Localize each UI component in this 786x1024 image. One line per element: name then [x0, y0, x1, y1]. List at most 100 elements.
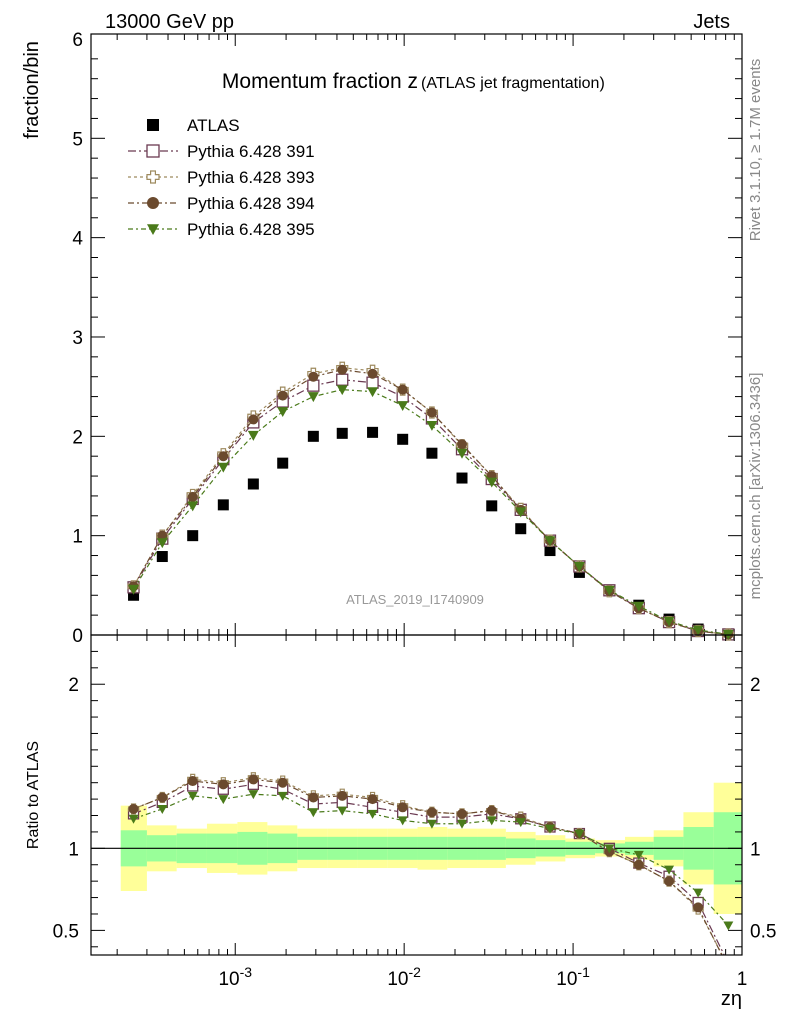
- data-point: [307, 430, 319, 442]
- ratio-point: [128, 803, 139, 814]
- data-point: [277, 457, 289, 469]
- data-point: [426, 420, 438, 431]
- legend-label: Pythia 6.428 391: [187, 142, 315, 161]
- data-point: [156, 538, 168, 549]
- data-point: [128, 589, 140, 601]
- x-tick-label: 1: [737, 969, 748, 990]
- legend-marker: [147, 119, 159, 131]
- data-point: [157, 530, 168, 541]
- data-point: [218, 451, 229, 462]
- y-tick-label: 3: [72, 328, 83, 349]
- ratio-line: [133, 777, 723, 955]
- ratio-point: [544, 824, 555, 834]
- data-point: [187, 491, 198, 502]
- ratio-point: [457, 808, 468, 819]
- series-pythia-6-428-395: [128, 385, 734, 640]
- chart-title: Momentum fraction z: [222, 70, 418, 93]
- ratio-frame: [90, 634, 743, 956]
- ratio-point: [486, 816, 497, 826]
- ratio-point: [187, 791, 198, 801]
- ratio-point: [486, 805, 497, 816]
- data-point: [308, 371, 319, 382]
- mcplots-label: mcplots.cern.ch [arXiv:1306.3436]: [747, 373, 764, 600]
- data-point: [247, 478, 259, 490]
- data-point: [456, 472, 468, 484]
- data-point: [247, 430, 259, 441]
- data-point: [486, 477, 498, 488]
- data-point: [515, 523, 527, 535]
- ratio-point: [337, 790, 348, 801]
- y-tick-label: 2: [72, 427, 83, 448]
- ratio-point: [723, 921, 734, 931]
- ratio-point: [337, 806, 348, 816]
- data-point: [663, 616, 675, 627]
- ratio-series-pythia-6-428-394: [128, 774, 723, 955]
- ratio-point: [157, 792, 168, 803]
- legend: ATLAS Pythia 6.428 391 Pythia 6.428 393 Pyt…: [128, 116, 315, 239]
- ratio-point: [277, 791, 288, 801]
- ratio-point: [367, 794, 378, 805]
- data-point: [367, 426, 379, 438]
- y-tick-label: 4: [72, 229, 83, 250]
- data-point: [544, 545, 556, 557]
- data-point: [544, 536, 556, 547]
- data-point: [426, 447, 438, 459]
- data-point: [156, 551, 168, 563]
- legend-marker: [147, 224, 159, 235]
- data-point: [187, 530, 199, 542]
- data-point: [603, 585, 615, 596]
- data-point: [336, 427, 348, 439]
- data-point: [337, 364, 348, 375]
- ratio-y-axis-label: Ratio to ATLAS: [25, 741, 42, 849]
- data-point: [457, 439, 468, 450]
- legend-marker: [147, 197, 159, 209]
- legend-label: Pythia 6.428 394: [187, 194, 315, 213]
- y-tick-label: 1: [68, 839, 79, 860]
- y-tick-label: 5: [72, 129, 83, 150]
- ratio-point: [633, 850, 644, 860]
- ratio-point: [308, 792, 319, 803]
- main-y-axis-label: fraction/bin: [21, 41, 43, 139]
- ratio-point: [604, 844, 615, 854]
- ratio-point: [308, 808, 319, 818]
- ratio-point: [397, 802, 408, 813]
- data-point: [336, 373, 349, 386]
- ratio-point: [157, 804, 168, 814]
- rivet-label: Rivet 3.1.10, ≥ 1.7M events: [747, 59, 764, 242]
- data-point: [486, 500, 498, 512]
- data-point: [515, 507, 527, 518]
- ratio-point: [633, 859, 644, 870]
- analysis-tag: ATLAS_2019_I1740909: [346, 592, 484, 607]
- data-point: [397, 433, 409, 445]
- y-tick-label: 0.5: [53, 921, 79, 942]
- y-tick-label: 6: [72, 30, 83, 51]
- x-tick-label: 10-1: [556, 964, 590, 990]
- data-point: [573, 562, 585, 572]
- main-panel: 0 1 2 3 4 5 6: [72, 30, 743, 647]
- data-point: [336, 385, 348, 396]
- chart-title-suffix: (ATLAS jet fragmentation): [421, 75, 605, 92]
- ratio-point: [397, 816, 408, 826]
- y-tick-label: 1: [72, 527, 83, 548]
- ratio-panel: 0.5 0.5 1 1 2 2 10-3 10-2 10-1 1: [53, 634, 776, 990]
- y-tick-label-right: 2: [750, 675, 761, 696]
- ratio-point: [248, 774, 259, 785]
- legend-label: Pythia 6.428 395: [187, 220, 315, 239]
- y-tick-label-right: 1: [750, 839, 761, 860]
- ratio-point: [248, 790, 259, 800]
- ratio-point: [218, 795, 229, 805]
- y-tick-label-right: 0.5: [750, 921, 776, 942]
- ratio-point: [574, 829, 585, 839]
- legend-marker: [146, 144, 160, 158]
- x-tick-label: 10-3: [218, 964, 252, 990]
- data-point: [277, 407, 289, 417]
- data-point: [217, 499, 229, 511]
- ratio-point: [664, 865, 675, 875]
- x-axis-label: zη: [721, 988, 742, 1010]
- data-point: [217, 462, 229, 473]
- data-point: [397, 384, 408, 395]
- legend-marker: [146, 170, 160, 184]
- header-right: Jets: [693, 11, 730, 33]
- data-point: [456, 448, 468, 459]
